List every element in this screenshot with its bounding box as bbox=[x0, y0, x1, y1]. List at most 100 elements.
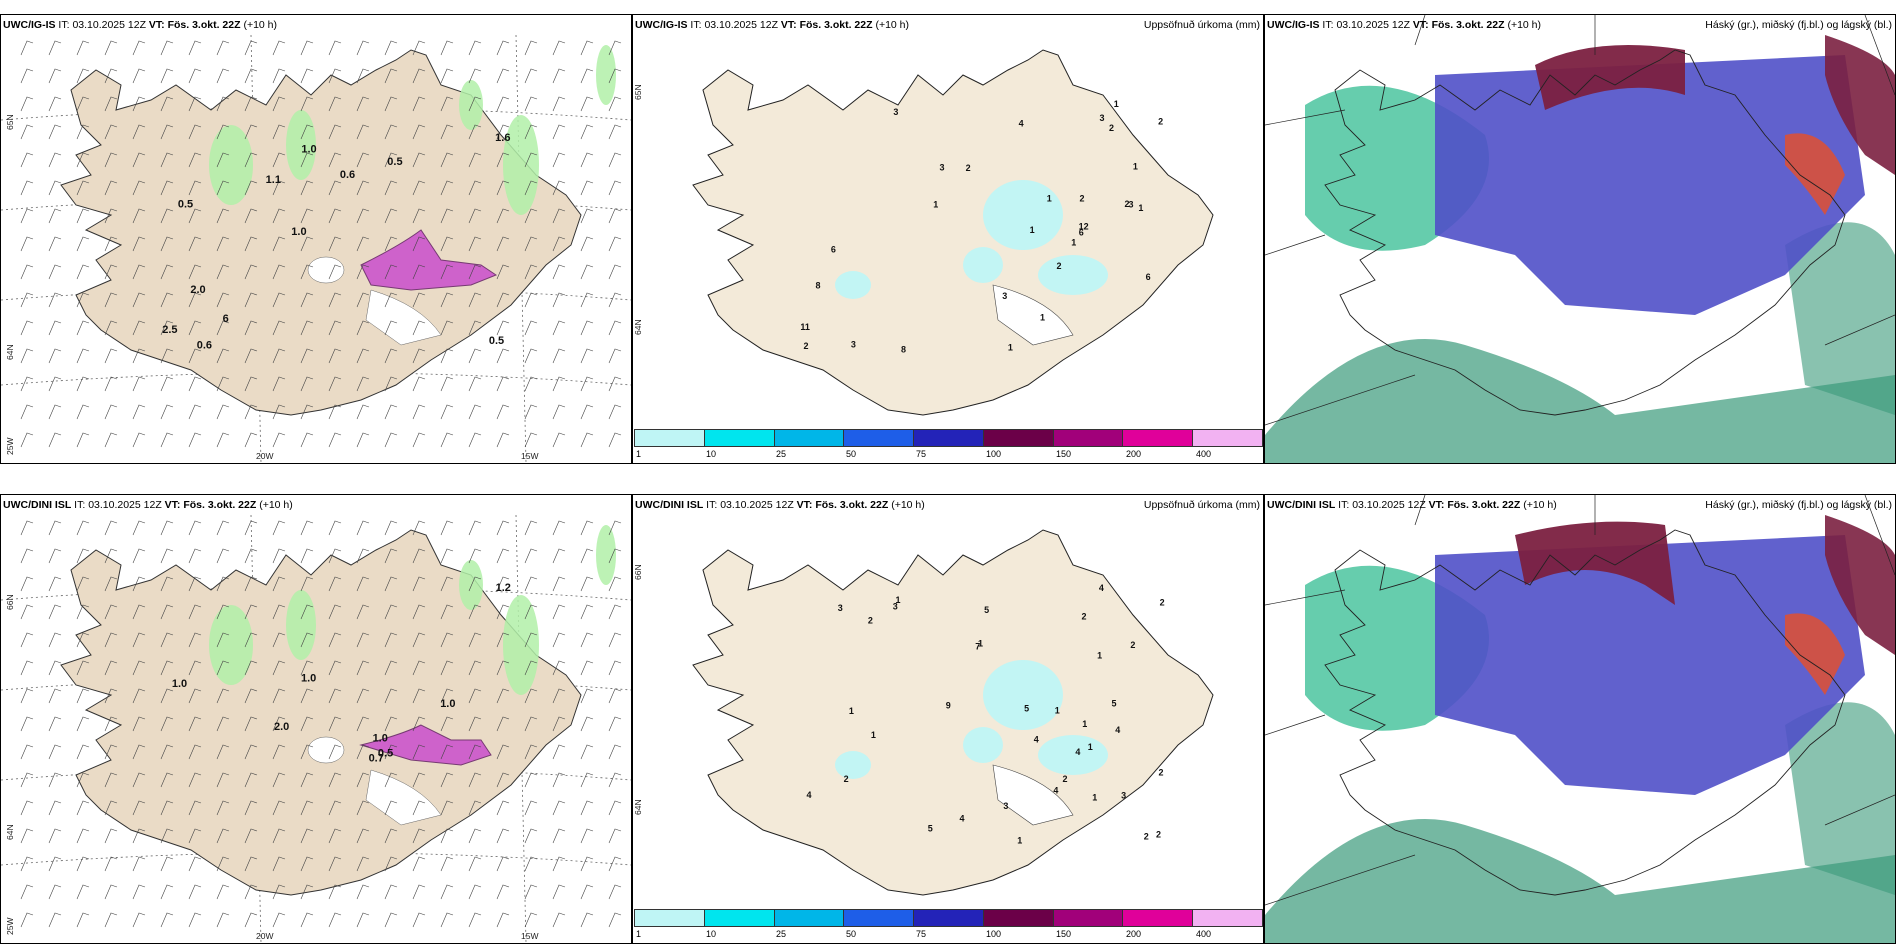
colorbar-tick: 1 bbox=[636, 929, 642, 939]
svg-text:4: 4 bbox=[1053, 785, 1058, 795]
svg-text:0.6: 0.6 bbox=[340, 169, 355, 181]
panel-header: UWC/DINI ISL IT: 03.10.2025 12Z VT: Fös.… bbox=[635, 499, 925, 511]
colorbar-tick: 25 bbox=[776, 929, 787, 939]
mid-cloud-layer bbox=[1435, 535, 1865, 795]
lat-label: 65N bbox=[5, 114, 15, 130]
panel-header: UWC/IG-IS IT: 03.10.2025 12Z VT: Fös. 3.… bbox=[635, 19, 910, 31]
colorbar-tick: 100 bbox=[986, 449, 1002, 459]
svg-text:3: 3 bbox=[838, 603, 843, 613]
lat-label: 66N bbox=[633, 564, 643, 580]
svg-text:3: 3 bbox=[893, 107, 898, 117]
svg-text:2: 2 bbox=[1130, 640, 1135, 650]
colorbar-swatch bbox=[703, 909, 775, 927]
map-canvas bbox=[1265, 15, 1895, 463]
svg-text:1: 1 bbox=[1047, 194, 1052, 204]
colorbar-ticks: 1 10 25 50 75 100 150 200 400 bbox=[634, 929, 1262, 941]
svg-text:3: 3 bbox=[893, 601, 898, 611]
lat-label: 66N bbox=[5, 594, 15, 610]
svg-text:6: 6 bbox=[1146, 272, 1151, 282]
colorbar-ticks: 1 10 25 50 75 100 150 200 400 bbox=[634, 449, 1262, 461]
svg-text:2: 2 bbox=[1144, 831, 1149, 841]
lon-label: 15W bbox=[521, 451, 539, 461]
colorbar-swatch bbox=[773, 909, 845, 927]
svg-text:1.0: 1.0 bbox=[301, 673, 316, 685]
precip-areas bbox=[209, 45, 616, 215]
lon-label: 20W bbox=[256, 451, 274, 461]
colorbar-swatch bbox=[1052, 909, 1124, 927]
svg-text:0.5: 0.5 bbox=[178, 198, 193, 210]
svg-text:1: 1 bbox=[1017, 835, 1022, 845]
colorbar-swatch bbox=[1052, 429, 1124, 447]
wind-barbs bbox=[20, 520, 622, 928]
svg-text:1: 1 bbox=[1138, 203, 1143, 213]
svg-text:7: 7 bbox=[975, 641, 980, 651]
map-canvas: 0.5 1.0 1.2 0.7 2.0 1.0 1.0 1.0 bbox=[1, 514, 631, 943]
lat-label: 64N bbox=[5, 344, 15, 360]
svg-text:1: 1 bbox=[1097, 650, 1102, 660]
svg-text:5: 5 bbox=[1111, 699, 1116, 709]
svg-text:4: 4 bbox=[807, 790, 812, 800]
svg-text:2.0: 2.0 bbox=[190, 284, 205, 296]
colorbar-tick: 10 bbox=[706, 449, 717, 459]
svg-text:2: 2 bbox=[804, 341, 809, 351]
lon-label: 25W bbox=[5, 437, 15, 455]
precip-accum-areas bbox=[835, 660, 1108, 826]
colorbar-tick: 75 bbox=[916, 929, 927, 939]
svg-text:0.5: 0.5 bbox=[387, 156, 402, 168]
panel-right-title: Uppsöfnuð úrkoma (mm) bbox=[1143, 499, 1260, 511]
svg-text:0.5: 0.5 bbox=[378, 747, 393, 759]
lat-label: 64N bbox=[5, 824, 15, 840]
svg-text:3: 3 bbox=[1099, 113, 1104, 123]
svg-text:1.0: 1.0 bbox=[291, 226, 306, 238]
svg-text:1: 1 bbox=[1114, 99, 1119, 109]
svg-text:9: 9 bbox=[946, 700, 951, 710]
colorbar-tick: 200 bbox=[1126, 929, 1142, 939]
panel-wind-precip-ig: 0.5 0.5 1.6 1.0 0.5 0.6 1.0 0.6 2.0 1.1 2.5 6 UWC/I… bbox=[0, 14, 632, 464]
panel-clouds-ig: UWC/IG-IS IT: 03.10.2025 12Z VT: Fös. 3.… bbox=[1264, 14, 1896, 464]
mid-cloud-layer bbox=[1435, 55, 1865, 315]
svg-text:6: 6 bbox=[831, 245, 836, 255]
svg-text:3: 3 bbox=[851, 339, 856, 349]
svg-text:1: 1 bbox=[933, 200, 938, 210]
panel-header: UWC/DINI ISL IT: 03.10.2025 12Z VT: Fös.… bbox=[1267, 499, 1557, 511]
svg-text:2: 2 bbox=[966, 163, 971, 173]
svg-text:11: 11 bbox=[800, 322, 810, 332]
precip-accum-areas bbox=[835, 180, 1108, 346]
panel-clouds-dini: UWC/DINI ISL IT: 03.10.2025 12Z VT: Fös.… bbox=[1264, 494, 1896, 944]
svg-text:2: 2 bbox=[868, 615, 873, 625]
svg-text:3: 3 bbox=[940, 163, 945, 173]
lon-label: 25W bbox=[5, 917, 15, 935]
colorbar-tick: 150 bbox=[1056, 449, 1072, 459]
precip-labels: 0.5 1.0 1.2 0.7 2.0 1.0 1.0 1.0 bbox=[172, 582, 511, 765]
panel-header: UWC/IG-IS IT: 03.10.2025 12Z VT: Fös. 3.… bbox=[1267, 19, 1542, 31]
svg-text:2: 2 bbox=[1124, 199, 1129, 209]
svg-text:2: 2 bbox=[1160, 597, 1165, 607]
svg-text:1: 1 bbox=[849, 706, 854, 716]
svg-text:1: 1 bbox=[1008, 342, 1013, 352]
colorbar-swatch bbox=[1122, 429, 1194, 447]
iceland-landmass bbox=[692, 529, 1214, 896]
precip-labels: 0.5 0.5 1.6 1.0 0.5 0.6 1.0 0.6 2.0 1.1 2.5 6 bbox=[162, 132, 510, 351]
panel-header: UWC/IG-IS IT: 03.10.2025 12Z VT: Fös. 3.… bbox=[3, 19, 278, 31]
svg-text:1.0: 1.0 bbox=[172, 678, 187, 690]
svg-text:1.0: 1.0 bbox=[301, 143, 316, 155]
svg-text:4: 4 bbox=[959, 813, 964, 823]
svg-text:2: 2 bbox=[844, 774, 849, 784]
svg-text:1.2: 1.2 bbox=[496, 582, 511, 594]
svg-text:8: 8 bbox=[816, 280, 821, 290]
colorbar-tick: 1 bbox=[636, 449, 642, 459]
snow-areas bbox=[307, 724, 492, 826]
colorbar bbox=[634, 429, 1263, 447]
colorbar-tick: 25 bbox=[776, 449, 787, 459]
colorbar-swatch bbox=[634, 429, 705, 447]
colorbar-tick: 200 bbox=[1126, 449, 1142, 459]
svg-text:1.0: 1.0 bbox=[373, 732, 388, 744]
colorbar-swatch bbox=[843, 429, 915, 447]
svg-text:2: 2 bbox=[1057, 261, 1062, 271]
svg-text:2.0: 2.0 bbox=[274, 721, 289, 733]
colorbar-swatch bbox=[982, 909, 1054, 927]
colorbar-tick: 150 bbox=[1056, 929, 1072, 939]
colorbar-swatch bbox=[913, 429, 984, 447]
